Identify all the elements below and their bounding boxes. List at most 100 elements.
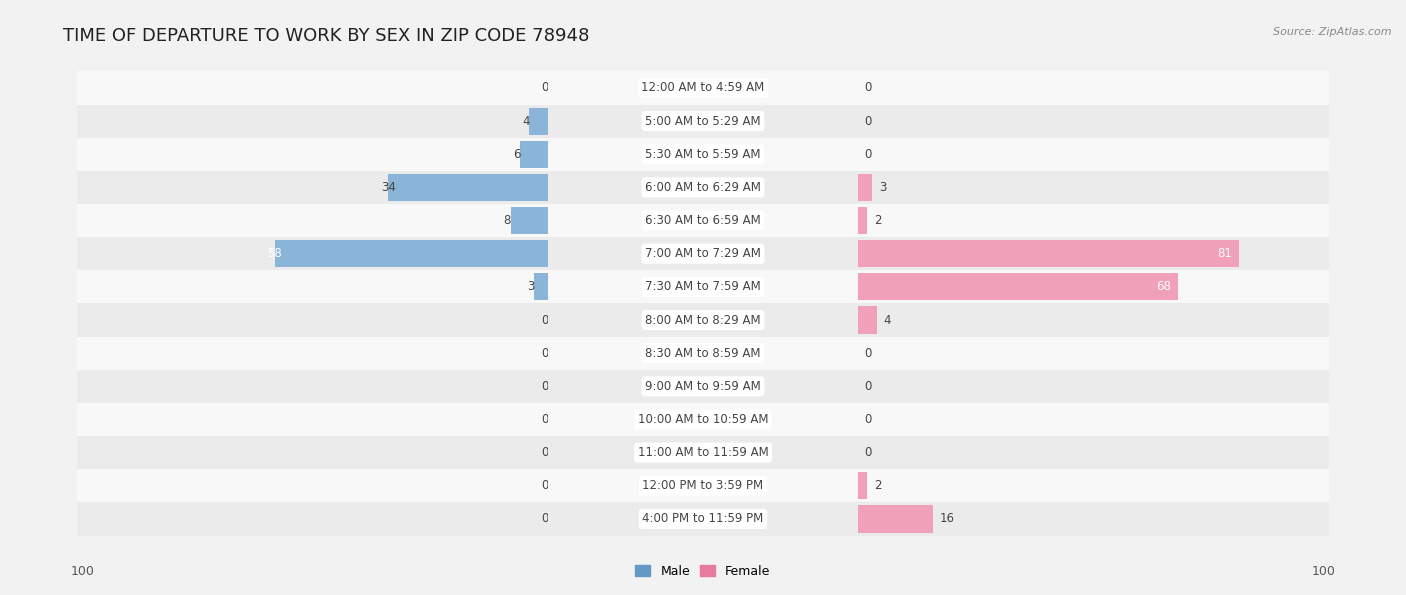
Text: 8:30 AM to 8:59 AM: 8:30 AM to 8:59 AM [645, 347, 761, 359]
Text: Source: ZipAtlas.com: Source: ZipAtlas.com [1274, 27, 1392, 37]
Text: 0: 0 [865, 82, 872, 95]
Legend: Male, Female: Male, Female [630, 560, 776, 583]
Text: 100: 100 [70, 565, 94, 578]
Text: 8: 8 [503, 214, 510, 227]
Bar [0, 105, 1406, 137]
Text: 4: 4 [523, 115, 530, 127]
Bar [0, 71, 1406, 105]
Text: 12:00 AM to 4:59 AM: 12:00 AM to 4:59 AM [641, 82, 765, 95]
Bar [0, 369, 1406, 403]
Text: 4: 4 [883, 314, 891, 327]
Bar [0, 105, 1406, 137]
Text: 6:00 AM to 6:29 AM: 6:00 AM to 6:29 AM [645, 181, 761, 194]
Bar [0, 237, 1406, 270]
Text: 3: 3 [879, 181, 886, 194]
Text: 2: 2 [875, 480, 882, 492]
Bar [0, 270, 1406, 303]
Text: 0: 0 [541, 512, 548, 525]
Text: 0: 0 [865, 115, 872, 127]
Text: 3: 3 [527, 280, 534, 293]
Bar [0, 137, 1406, 171]
Bar [276, 240, 548, 267]
Bar [858, 207, 868, 234]
Bar [0, 436, 1406, 469]
Text: 81: 81 [1218, 248, 1232, 260]
Bar [0, 71, 1406, 105]
Text: 6:30 AM to 6:59 AM: 6:30 AM to 6:59 AM [645, 214, 761, 227]
Text: 0: 0 [541, 82, 548, 95]
Bar [510, 207, 548, 234]
Bar [0, 369, 1406, 403]
Text: 68: 68 [1156, 280, 1171, 293]
Bar [0, 369, 1406, 403]
Bar [0, 303, 1406, 337]
Bar [0, 436, 1406, 469]
Bar [858, 174, 872, 201]
Bar [0, 270, 1406, 303]
Text: 0: 0 [541, 413, 548, 426]
Bar [858, 306, 876, 334]
Text: 0: 0 [865, 347, 872, 359]
Text: 34: 34 [381, 181, 396, 194]
Text: 0: 0 [541, 480, 548, 492]
Text: 5:30 AM to 5:59 AM: 5:30 AM to 5:59 AM [645, 148, 761, 161]
Bar [0, 469, 1406, 502]
Bar [0, 171, 1406, 204]
Bar [0, 237, 1406, 270]
Text: 0: 0 [541, 380, 548, 393]
Bar [858, 240, 1239, 267]
Bar [858, 472, 868, 499]
Bar [858, 505, 934, 533]
Text: 6: 6 [513, 148, 520, 161]
Bar [0, 403, 1406, 436]
Text: 9:00 AM to 9:59 AM: 9:00 AM to 9:59 AM [645, 380, 761, 393]
Bar [0, 137, 1406, 171]
Bar [0, 137, 1406, 171]
Bar [0, 71, 1406, 105]
Text: TIME OF DEPARTURE TO WORK BY SEX IN ZIP CODE 78948: TIME OF DEPARTURE TO WORK BY SEX IN ZIP … [63, 27, 589, 45]
Bar [0, 204, 1406, 237]
Text: 0: 0 [865, 148, 872, 161]
Bar [0, 237, 1406, 270]
Text: 5:00 AM to 5:29 AM: 5:00 AM to 5:29 AM [645, 115, 761, 127]
Bar [0, 303, 1406, 337]
Bar [858, 273, 1178, 300]
Bar [0, 502, 1406, 536]
Bar [534, 273, 548, 300]
Text: 10:00 AM to 10:59 AM: 10:00 AM to 10:59 AM [638, 413, 768, 426]
Text: 16: 16 [941, 512, 955, 525]
Bar [520, 140, 548, 168]
Bar [0, 337, 1406, 369]
Bar [0, 303, 1406, 337]
Bar [0, 502, 1406, 536]
Text: 12:00 PM to 3:59 PM: 12:00 PM to 3:59 PM [643, 480, 763, 492]
Text: 58: 58 [267, 248, 283, 260]
Bar [0, 105, 1406, 137]
Text: 7:00 AM to 7:29 AM: 7:00 AM to 7:29 AM [645, 248, 761, 260]
Bar [0, 469, 1406, 502]
Bar [0, 171, 1406, 204]
Bar [0, 337, 1406, 369]
Bar [0, 204, 1406, 237]
Bar [0, 403, 1406, 436]
Text: 0: 0 [541, 347, 548, 359]
Text: 8:00 AM to 8:29 AM: 8:00 AM to 8:29 AM [645, 314, 761, 327]
Bar [0, 469, 1406, 502]
Bar [530, 108, 548, 134]
Bar [388, 174, 548, 201]
Text: 0: 0 [541, 314, 548, 327]
Bar [0, 171, 1406, 204]
Bar [0, 204, 1406, 237]
Bar [0, 337, 1406, 369]
Text: 11:00 AM to 11:59 AM: 11:00 AM to 11:59 AM [638, 446, 768, 459]
Text: 7:30 AM to 7:59 AM: 7:30 AM to 7:59 AM [645, 280, 761, 293]
Text: 0: 0 [541, 446, 548, 459]
Text: 0: 0 [865, 380, 872, 393]
Bar [0, 502, 1406, 536]
Bar [0, 270, 1406, 303]
Text: 2: 2 [875, 214, 882, 227]
Text: 4:00 PM to 11:59 PM: 4:00 PM to 11:59 PM [643, 512, 763, 525]
Text: 100: 100 [1312, 565, 1336, 578]
Text: 0: 0 [865, 413, 872, 426]
Text: 0: 0 [865, 446, 872, 459]
